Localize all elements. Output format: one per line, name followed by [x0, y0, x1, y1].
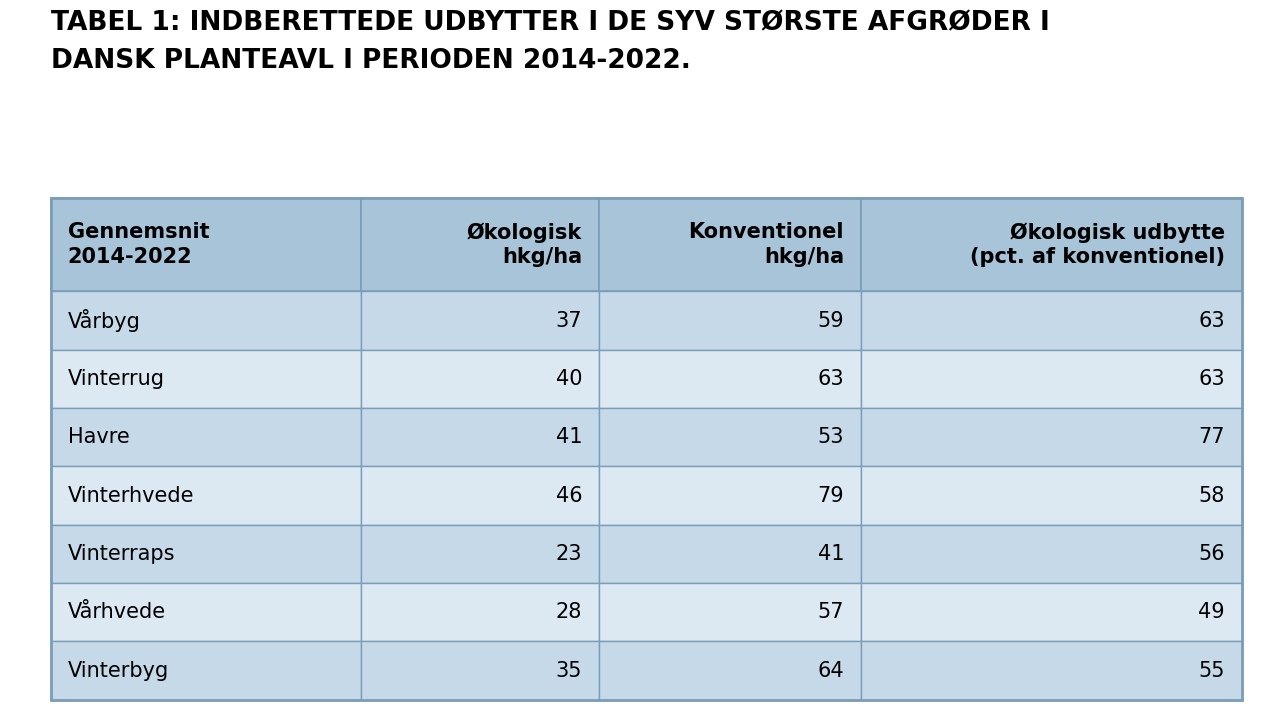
Bar	[599, 292, 860, 350]
Text: 35: 35	[556, 661, 582, 680]
Text: 58: 58	[1198, 485, 1225, 505]
Bar	[51, 525, 361, 583]
Bar	[599, 642, 860, 700]
Bar	[51, 583, 361, 642]
Text: Konventionel
hkg/ha: Konventionel hkg/ha	[689, 222, 844, 267]
Text: Økologisk udbytte
(pct. af konventionel): Økologisk udbytte (pct. af konventionel)	[970, 222, 1225, 267]
Bar	[860, 350, 1242, 408]
Bar	[361, 525, 599, 583]
Text: 37: 37	[556, 310, 582, 330]
Bar	[361, 408, 599, 467]
Text: 63: 63	[1198, 310, 1225, 330]
Bar	[599, 408, 860, 467]
Text: 28: 28	[556, 603, 582, 622]
Bar	[599, 350, 860, 408]
Bar	[599, 525, 860, 583]
Text: Vinterraps: Vinterraps	[68, 544, 175, 564]
Bar	[51, 408, 361, 467]
Text: 23: 23	[556, 544, 582, 564]
Bar	[361, 350, 599, 408]
Text: 41: 41	[556, 427, 582, 447]
Text: 63: 63	[1198, 369, 1225, 389]
Text: 64: 64	[818, 661, 844, 680]
Bar	[51, 350, 361, 408]
Text: Vinterrug: Vinterrug	[68, 369, 165, 389]
Bar	[361, 467, 599, 525]
Bar	[860, 292, 1242, 350]
Text: 40: 40	[556, 369, 582, 389]
Bar	[860, 525, 1242, 583]
Text: Vårbyg: Vårbyg	[68, 309, 141, 332]
Text: 57: 57	[818, 603, 844, 622]
Bar	[599, 198, 860, 292]
Text: 59: 59	[818, 310, 844, 330]
Text: 46: 46	[556, 485, 582, 505]
Text: 56: 56	[1198, 544, 1225, 564]
Text: Havre: Havre	[68, 427, 129, 447]
Text: TABEL 1: INDBERETTEDE UDBYTTER I DE SYV STØRSTE AFGRØDER I
DANSK PLANTEAVL I PER: TABEL 1: INDBERETTEDE UDBYTTER I DE SYV …	[51, 11, 1050, 73]
Bar	[51, 198, 361, 292]
Text: Vinterbyg: Vinterbyg	[68, 661, 169, 680]
Bar	[361, 642, 599, 700]
Text: Vinterhvede: Vinterhvede	[68, 485, 195, 505]
Text: 49: 49	[1198, 603, 1225, 622]
Text: Gennemsnit
2014-2022: Gennemsnit 2014-2022	[68, 222, 210, 267]
Text: 63: 63	[818, 369, 844, 389]
Text: 79: 79	[818, 485, 844, 505]
Bar	[361, 198, 599, 292]
Bar	[361, 292, 599, 350]
Bar	[51, 292, 361, 350]
Bar	[51, 198, 1242, 700]
Text: 41: 41	[818, 544, 844, 564]
Bar	[860, 198, 1242, 292]
Text: Vårhvede: Vårhvede	[68, 603, 166, 622]
Bar	[860, 583, 1242, 642]
Bar	[860, 408, 1242, 467]
Bar	[599, 583, 860, 642]
Text: Økologisk
hkg/ha: Økologisk hkg/ha	[467, 222, 582, 267]
Bar	[860, 642, 1242, 700]
Bar	[361, 583, 599, 642]
Bar	[51, 642, 361, 700]
Bar	[51, 467, 361, 525]
Bar	[860, 467, 1242, 525]
Text: 55: 55	[1198, 661, 1225, 680]
Text: 53: 53	[818, 427, 844, 447]
Bar	[599, 467, 860, 525]
Text: 77: 77	[1198, 427, 1225, 447]
